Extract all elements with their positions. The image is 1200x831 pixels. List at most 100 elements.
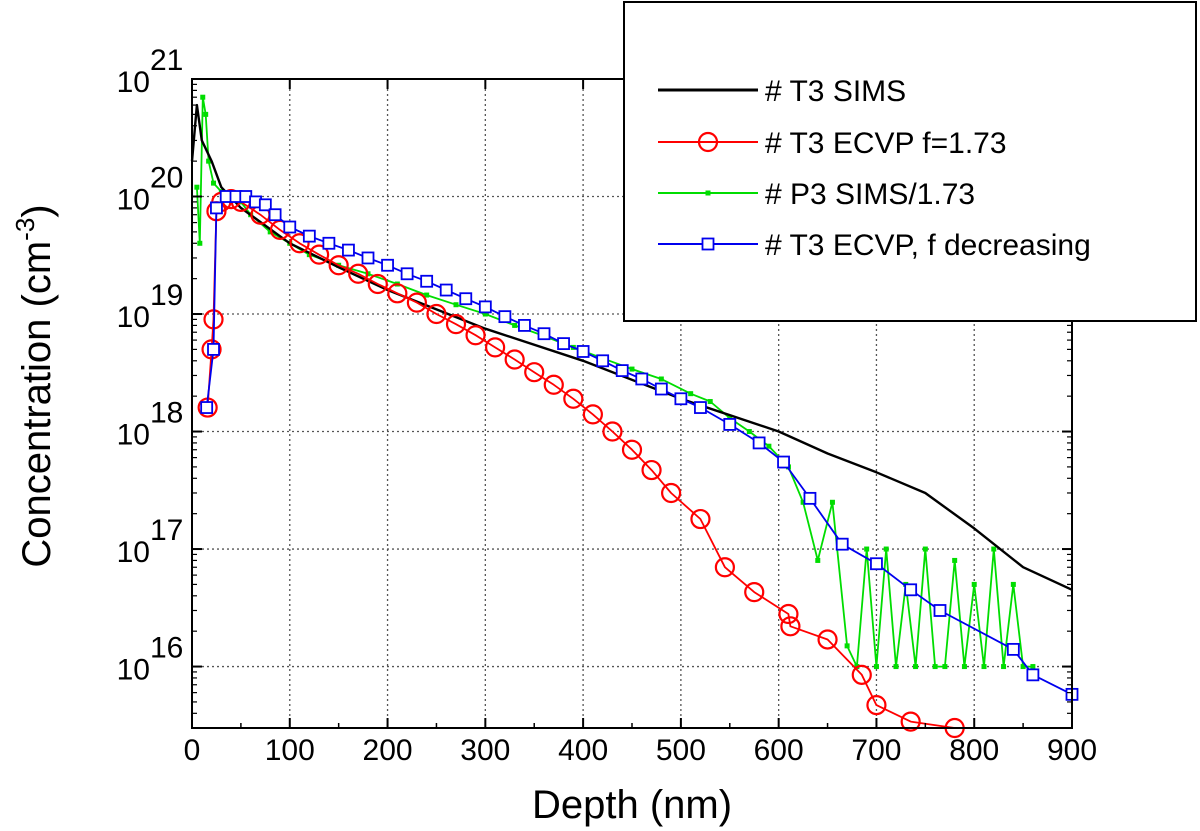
data-point-small-square: [829, 499, 835, 505]
y-tick-label: 10: [117, 654, 150, 687]
data-point-square: [361, 251, 375, 265]
x-tick-label: 200: [363, 734, 413, 767]
data-point-square: [478, 300, 492, 314]
data-point-small-square: [800, 499, 806, 505]
data-point-square: [654, 382, 668, 396]
data-point-small-square: [705, 190, 711, 196]
data-point-small-square: [1001, 664, 1007, 670]
legend-label: # P3 SIMS/1.73: [765, 178, 975, 211]
data-point-circle: [817, 629, 838, 650]
data-point-circle: [900, 711, 921, 732]
data-point-square: [537, 327, 551, 341]
data-point-circle: [641, 459, 662, 481]
x-tick-label: 0: [184, 734, 201, 767]
data-point-circle: [602, 421, 623, 442]
series-0: [190, 103, 1073, 591]
data-point-square: [557, 337, 570, 351]
legend-item: # T3 ECVP f=1.73: [658, 127, 1007, 160]
data-point-square: [803, 491, 817, 505]
data-point-square: [210, 201, 223, 215]
y-tick-label: 10: [117, 66, 150, 99]
data-point-circle: [348, 263, 369, 284]
series-1: [197, 189, 965, 739]
x-tick-label: 100: [265, 734, 315, 767]
data-point-square: [1026, 668, 1040, 682]
data-point-circle: [328, 255, 349, 276]
data-point-small-square: [981, 664, 987, 670]
data-point-small-square: [766, 443, 772, 449]
legend: # T3 SIMS # T3 ECVP f=1.73 # P3 SIMS/1.73 #…: [623, 1, 1197, 322]
y-tick-label: 10: [117, 184, 150, 217]
data-point-square: [752, 436, 766, 450]
data-point-circle: [387, 283, 408, 304]
data-point-circle: [504, 349, 525, 370]
data-point-small-square: [1020, 664, 1026, 670]
data-point-small-square: [971, 581, 977, 587]
data-point-square: [701, 237, 715, 251]
data-point-circle: [778, 603, 799, 625]
data-point-circle: [465, 325, 486, 346]
data-point-circle: [309, 244, 330, 265]
x-tick-label: 500: [656, 734, 706, 767]
data-point-square: [835, 537, 849, 551]
x-axis-title: Depth (nm): [532, 783, 732, 827]
data-point-circle: [780, 616, 801, 637]
data-point-circle: [690, 508, 711, 530]
y-axis-title-main: Concentration (cm: [15, 241, 59, 568]
x-tick-label: 900: [1047, 734, 1097, 767]
data-point-small-square: [197, 240, 203, 246]
data-point-small-square: [1030, 664, 1036, 670]
data-point-square: [322, 236, 336, 250]
data-point-square: [207, 342, 220, 356]
y-tick-label: 10: [117, 419, 150, 452]
data-point-small-square: [815, 557, 821, 563]
y-tick-label: 10: [117, 536, 150, 569]
data-point-small-square: [203, 111, 209, 117]
y-axis-title-close: ): [15, 204, 59, 217]
data-point-circle: [289, 233, 310, 254]
series-line: [206, 198, 955, 729]
data-point-square: [342, 243, 355, 257]
data-point-square: [870, 557, 883, 571]
legend-box: [623, 1, 1197, 322]
data-point-square: [615, 364, 629, 378]
data-point-square: [200, 401, 214, 414]
data-point-circle: [697, 131, 719, 153]
data-point-small-square: [200, 94, 206, 100]
y-tick-label-exponent: 19: [150, 279, 183, 312]
data-point-square: [777, 455, 790, 469]
data-point-square: [635, 372, 649, 386]
y-tick-label-exponent: 17: [150, 514, 183, 547]
data-point-small-square: [512, 322, 518, 328]
data-point-circle: [621, 439, 643, 460]
data-point-square: [596, 354, 610, 368]
y-axis-title-sup: -3: [10, 218, 40, 241]
data-point-circle: [714, 557, 735, 578]
data-point-small-square: [873, 664, 879, 670]
data-point-circle: [563, 388, 584, 409]
legend-label: # T3 ECVP, f decreasing: [765, 229, 1091, 262]
data-point-small-square: [746, 429, 752, 435]
data-point-small-square: [424, 292, 430, 298]
data-point-circle: [851, 664, 872, 685]
data-point-small-square: [952, 557, 958, 563]
y-tick-label-exponent: 16: [150, 632, 183, 665]
legend-item: # P3 SIMS/1.73: [658, 178, 975, 211]
data-point-square: [904, 583, 918, 597]
data-point-square: [268, 208, 282, 222]
data-point-small-square: [844, 643, 850, 649]
data-point-small-square: [883, 546, 889, 552]
data-point-square: [694, 401, 707, 414]
y-tick-label-exponent: 18: [150, 397, 183, 430]
data-point-circle: [661, 482, 682, 504]
y-axis-title: Concentration (cm-3): [10, 204, 59, 567]
data-point-square: [933, 604, 947, 617]
data-point-small-square: [482, 311, 488, 317]
data-point-square: [498, 310, 512, 324]
data-point-small-square: [206, 158, 212, 164]
data-point-small-square: [893, 664, 899, 670]
data-point-square: [1006, 642, 1020, 656]
data-point-small-square: [864, 546, 870, 552]
